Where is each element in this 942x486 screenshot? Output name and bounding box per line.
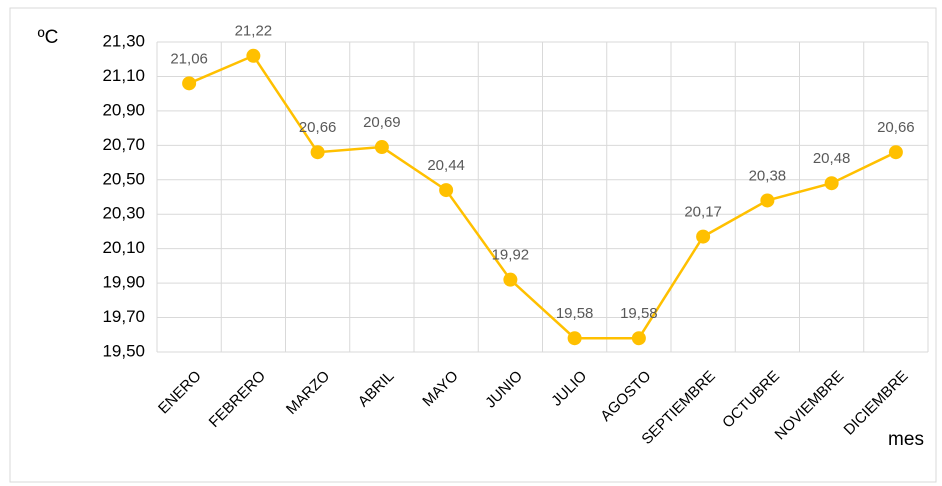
data-point (631, 331, 646, 346)
data-label: 19,92 (492, 247, 530, 264)
data-point (246, 48, 261, 63)
x-tick-label: DICIEMBRE (841, 368, 912, 439)
data-label: 20,44 (427, 157, 465, 174)
data-label: 20,69 (363, 114, 401, 131)
data-point (182, 76, 197, 91)
data-point (888, 145, 903, 160)
y-tick-label: 21,10 (102, 66, 145, 85)
x-tick-label: ENERO (155, 368, 205, 418)
y-tick-label: 20,50 (102, 169, 145, 188)
y-tick-label: 20,70 (102, 135, 145, 154)
x-tick-label: FEBRERO (206, 368, 269, 431)
x-tick-label: ABRIL (355, 368, 398, 411)
data-point (503, 272, 518, 287)
x-axis-label: mes (888, 429, 924, 450)
data-label: 21,06 (170, 50, 208, 67)
x-tick-label: JULIO (548, 368, 590, 410)
y-tick-label: 19,50 (102, 341, 145, 360)
data-label: 20,66 (299, 119, 337, 136)
data-point (567, 331, 582, 346)
data-point (760, 193, 775, 208)
x-tick-label: JUNIO (482, 368, 526, 412)
data-point (439, 183, 454, 198)
y-tick-label: 20,30 (102, 204, 145, 223)
data-label: 20,38 (749, 167, 787, 184)
y-axis-label: ºC (38, 27, 59, 48)
y-tick-label: 21,30 (102, 31, 145, 50)
data-label: 21,22 (235, 23, 273, 40)
data-point (824, 176, 839, 191)
data-point (310, 145, 325, 160)
y-tick-label: 20,10 (102, 238, 145, 257)
data-label: 20,66 (877, 119, 915, 136)
data-label: 20,17 (684, 204, 722, 221)
x-tick-label: MAYO (419, 368, 461, 410)
chart-frame (9, 7, 937, 483)
data-label: 20,48 (813, 150, 851, 167)
data-line (188, 54, 897, 340)
data-label: 19,58 (620, 305, 658, 322)
data-point (374, 140, 389, 155)
x-tick-label: NOVIEMBRE (772, 368, 848, 444)
data-point (696, 229, 711, 244)
data-label: 19,58 (556, 305, 594, 322)
y-tick-label: 20,90 (102, 100, 145, 119)
y-tick-label: 19,90 (102, 273, 145, 292)
x-tick-label: MARZO (283, 368, 333, 418)
x-tick-label: AGOSTO (597, 368, 654, 425)
x-tick-label: OCTUBRE (719, 368, 783, 432)
y-tick-label: 19,70 (102, 307, 145, 326)
